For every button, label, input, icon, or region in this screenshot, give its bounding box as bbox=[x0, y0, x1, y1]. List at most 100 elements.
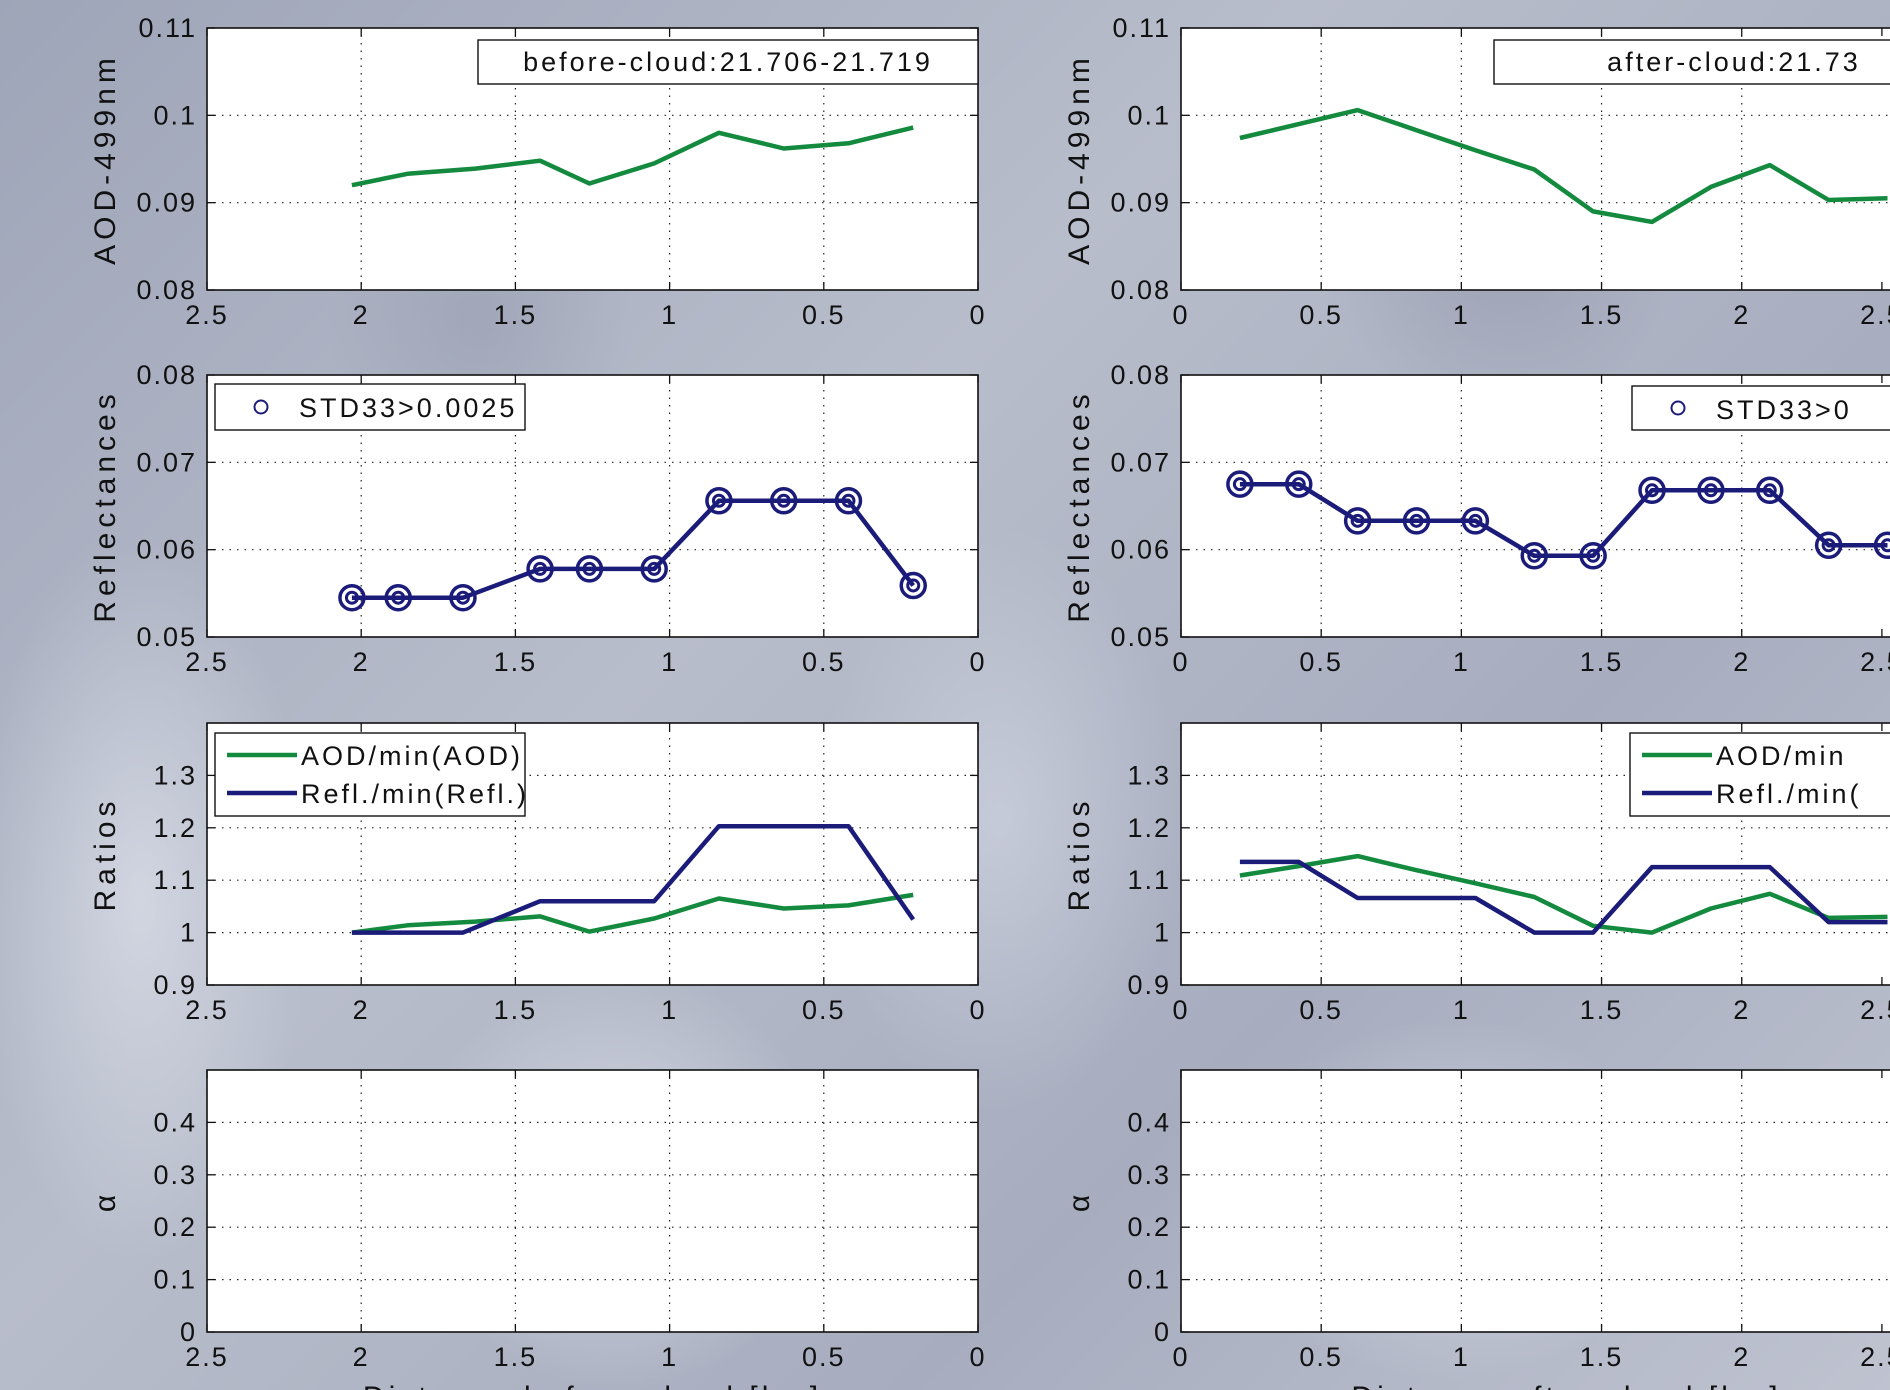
x-tick-label: 0.5 bbox=[802, 1342, 846, 1372]
axes-frame bbox=[206, 374, 979, 638]
x-tick-label: 2 bbox=[1733, 995, 1750, 1025]
data-point-inner bbox=[1232, 477, 1247, 492]
x-tick-label: 2.5 bbox=[1860, 1342, 1890, 1372]
axes-frame bbox=[1180, 27, 1890, 291]
x-tick-label: 1.5 bbox=[1580, 300, 1624, 330]
data-point bbox=[1402, 507, 1431, 535]
y-axis-label: AOD-499nm bbox=[1063, 53, 1096, 265]
data-point-inner bbox=[1586, 548, 1601, 563]
legend-label: STD33>0 bbox=[1716, 395, 1852, 425]
x-tick-label: 1.5 bbox=[1580, 647, 1624, 677]
legend-box bbox=[214, 732, 526, 817]
series-group bbox=[351, 125, 914, 188]
x-tick-label: 2.5 bbox=[1860, 300, 1890, 330]
series-line-2 bbox=[351, 823, 916, 935]
x-tick-label: 2 bbox=[353, 300, 370, 330]
x-tick-label: 1.5 bbox=[494, 647, 538, 677]
axes-frame bbox=[206, 1069, 979, 1333]
y-tick-label: 0.05 bbox=[1110, 622, 1171, 652]
y-tick-label: 0.08 bbox=[1110, 275, 1171, 305]
chart-p2: 0 0.5 1 1.5 2 2.5 0.08 0.09 0.1 0.11 AOD-499nm afte… bbox=[1063, 13, 1890, 330]
data-point bbox=[1579, 542, 1607, 570]
data-point-inner bbox=[455, 590, 470, 605]
data-point bbox=[1285, 470, 1313, 498]
x-tick-label: 1 bbox=[661, 647, 678, 677]
legend-box bbox=[1629, 732, 1890, 817]
legend-label: before-cloud:21.706-21.719 bbox=[523, 47, 933, 77]
data-point bbox=[449, 583, 477, 612]
series-line bbox=[1239, 107, 1888, 225]
y-tick-label: 0.08 bbox=[1110, 360, 1171, 390]
legend-label: AOD/min(AOD) bbox=[301, 741, 523, 771]
y-tick-label: 1.1 bbox=[153, 865, 197, 895]
x-tick-label: 1.5 bbox=[494, 1342, 538, 1372]
data-point-inner bbox=[647, 561, 662, 576]
x-tick-label: 2 bbox=[1733, 647, 1750, 677]
data-point bbox=[384, 583, 412, 612]
x-tick-label: 0 bbox=[1172, 995, 1189, 1025]
plot-area bbox=[1181, 1070, 1890, 1332]
legend-label: Refl./min(Refl.) bbox=[301, 779, 529, 809]
y-tick-label: 0.08 bbox=[136, 360, 197, 390]
x-tick-label: 2.5 bbox=[185, 995, 229, 1025]
series-group bbox=[1239, 107, 1888, 225]
x-axis-label: Distance after cloud [km] bbox=[1351, 1381, 1781, 1390]
legend: before-cloud:21.706-21.719 bbox=[477, 39, 979, 85]
y-tick-label: 0.9 bbox=[153, 970, 197, 1000]
x-tick-label: 2.5 bbox=[185, 1342, 229, 1372]
y-axis-label: Reflectances bbox=[1063, 389, 1096, 622]
chart-p4: 0 0.5 1 1.5 2 2.5 0.05 0.06 0.07 0.08 Reflectances… bbox=[1063, 360, 1890, 677]
data-point bbox=[1873, 531, 1890, 560]
data-point-inner bbox=[906, 578, 921, 593]
x-tick-label: 0 bbox=[1172, 300, 1189, 330]
series-group bbox=[338, 487, 927, 612]
y-tick-label: 0.07 bbox=[136, 447, 197, 477]
x-tick-label: 2 bbox=[1733, 300, 1750, 330]
x-tick-label: 1 bbox=[1453, 1342, 1470, 1372]
chart-p5: 2.5 2 1.5 1 0.5 0 0.9 1 1.1 1.2 1.3 Ratios AOD/min(A… bbox=[89, 722, 986, 1025]
y-tick-label: 1.1 bbox=[1127, 865, 1171, 895]
x-tick-label: 2 bbox=[353, 995, 370, 1025]
y-tick-label: 0.07 bbox=[1110, 447, 1171, 477]
x-tick-label: 0 bbox=[969, 995, 986, 1025]
y-tick-label: 0.3 bbox=[1127, 1160, 1171, 1190]
data-point bbox=[1756, 476, 1784, 505]
y-tick-label: 0.09 bbox=[136, 188, 197, 218]
plot-area bbox=[207, 1070, 978, 1332]
data-point-inner bbox=[344, 590, 359, 605]
legend: STD33>0 bbox=[1631, 385, 1890, 431]
data-point bbox=[834, 487, 863, 515]
data-point bbox=[1343, 507, 1372, 535]
x-tick-label: 0 bbox=[1172, 647, 1189, 677]
y-tick-label: 0.4 bbox=[153, 1107, 197, 1137]
data-point bbox=[575, 555, 604, 583]
data-point-inner bbox=[1880, 538, 1890, 553]
chart-p8: 0 0.5 1 1.5 2 2.5 0 0.1 0.2 0.3 0.4 α Distance after… bbox=[1063, 1069, 1890, 1390]
legend-label: after-cloud:21.73 bbox=[1607, 47, 1861, 77]
y-tick-label: 0.1 bbox=[153, 1265, 197, 1295]
data-point bbox=[1461, 507, 1490, 535]
axes-frame bbox=[1180, 1069, 1890, 1333]
x-tick-label: 0.5 bbox=[1299, 1342, 1343, 1372]
legend-box bbox=[1631, 385, 1890, 431]
x-tick-label: 2.5 bbox=[185, 300, 229, 330]
legend-box bbox=[477, 39, 979, 85]
series-group bbox=[1226, 470, 1890, 570]
chart-p7: 2.5 2 1.5 1 0.5 0 0 0.1 0.2 0.3 0.4 α Distance befor… bbox=[89, 1069, 986, 1390]
x-axis-label: Distance before cloud [km] bbox=[363, 1381, 822, 1390]
x-tick-label: 0.5 bbox=[1299, 647, 1343, 677]
x-tick-label: 1 bbox=[1453, 647, 1470, 677]
data-point-inner bbox=[1409, 513, 1424, 528]
x-tick-label: 2.5 bbox=[1860, 995, 1890, 1025]
series-group bbox=[1239, 853, 1888, 935]
x-tick-label: 0 bbox=[969, 1342, 986, 1372]
legend-box bbox=[1493, 39, 1890, 85]
x-tick-label: 1.5 bbox=[494, 995, 538, 1025]
y-axis-label: α bbox=[1063, 1190, 1096, 1212]
data-point bbox=[769, 487, 798, 515]
y-tick-label: 0.05 bbox=[136, 622, 197, 652]
y-tick-label: 0.9 bbox=[1127, 970, 1171, 1000]
y-axis-label: α bbox=[89, 1190, 122, 1212]
y-tick-label: 1.3 bbox=[1127, 760, 1171, 790]
